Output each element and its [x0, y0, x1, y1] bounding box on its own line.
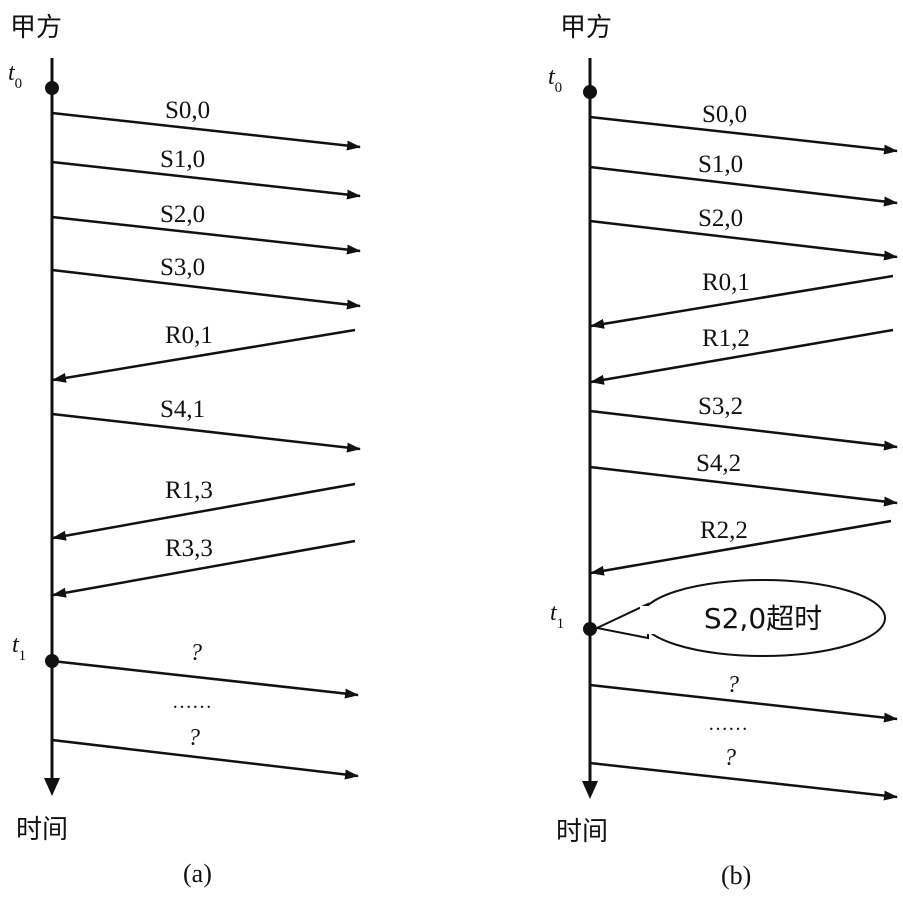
timeline-arrowhead-a: [44, 778, 60, 796]
arrow-s3-0-a: [51, 268, 361, 310]
arrow-unknown-2-b: [589, 761, 898, 801]
panel-b: 甲方 t0 t1 S0,0 S1,0 S2,0 R0,1 R1,2 S3,2 S…: [548, 13, 898, 890]
arrow-unknown-1-a: [51, 659, 359, 699]
arrow-s1-0-a: [51, 160, 361, 200]
t0-dot-a: [45, 81, 59, 95]
msg-label-s1-0-b: S1,0: [698, 151, 743, 178]
arrow-unknown-1-b: [589, 683, 898, 723]
t1-label-b: t1: [550, 600, 564, 632]
arrow-s4-1-a: [51, 412, 361, 453]
t0-label-b: t0: [548, 64, 562, 96]
arrow-s4-2-b: [589, 465, 898, 507]
msg-label-s4-2-b: S4,2: [696, 450, 741, 477]
ellipsis-a: ……: [172, 691, 212, 713]
msg-label-r1-3-a: R1,3: [165, 477, 213, 504]
timeout-callout: S2,0超时: [593, 579, 886, 657]
arrow-s3-2-b: [589, 409, 898, 451]
arrow-unknown-2-a: [51, 738, 359, 780]
msg-label-r3-3-a: R3,3: [165, 535, 213, 562]
msg-label-s3-2-b: S3,2: [698, 393, 743, 420]
callout-joint-cover: [640, 606, 656, 634]
arrow-s0-0-a: [51, 111, 361, 151]
msg-label-s2-0-b: S2,0: [698, 205, 743, 232]
msg-label-s0-0-a: S0,0: [165, 97, 210, 124]
timeline-arrowhead-b: [582, 781, 598, 799]
t1-label-a: t1: [12, 632, 26, 664]
msg-label-unknown-1-b: ?: [727, 672, 739, 698]
arrow-s0-0-b: [589, 115, 898, 155]
msg-label-unknown-1-a: ?: [190, 640, 202, 666]
msg-label-s4-1-a: S4,1: [160, 396, 205, 423]
msg-label-unknown-2-b: ?: [724, 745, 736, 771]
msg-label-s3-0-a: S3,0: [160, 254, 205, 281]
msg-label-r1-2-b: R1,2: [702, 325, 750, 352]
arrow-r2-2-b: [590, 519, 892, 576]
msg-label-unknown-2-a: ?: [188, 725, 200, 751]
msg-label-s0-0-b: S0,0: [702, 101, 747, 128]
callout-text: S2,0超时: [704, 602, 822, 635]
arrow-r0-1-a: [52, 328, 356, 383]
arrow-s2-0-b: [589, 219, 898, 261]
caption-b: (b): [721, 861, 751, 890]
t1-dot-b: [583, 622, 597, 636]
t0-label-a: t0: [8, 60, 22, 92]
ellipsis-b: ……: [708, 713, 748, 735]
t0-dot-b: [583, 85, 597, 99]
arrow-r1-3-a: [52, 482, 356, 541]
arrow-r3-3-a: [52, 539, 356, 598]
time-label-b: 时间: [556, 817, 608, 847]
arrow-s2-0-a: [51, 215, 361, 255]
arrow-s1-0-b: [589, 165, 898, 207]
msg-label-r0-1-a: R0,1: [165, 322, 213, 349]
time-label-a: 时间: [16, 815, 68, 845]
party-label-b: 甲方: [560, 13, 612, 43]
msg-label-s1-0-a: S1,0: [160, 146, 205, 173]
party-label-a: 甲方: [10, 13, 62, 43]
arrow-r0-1-b: [590, 274, 894, 329]
arrow-r1-2-b: [590, 328, 894, 385]
caption-a: (a): [183, 859, 212, 888]
msg-label-r0-1-b: R0,1: [702, 269, 750, 296]
msg-label-r2-2-b: R2,2: [700, 517, 748, 544]
panel-a: 甲方 t0 t1 S0,0 S1,0 S2,0 S3,0 R0,1 S4,1 R…: [8, 13, 361, 888]
msg-label-s2-0-a: S2,0: [160, 201, 205, 228]
